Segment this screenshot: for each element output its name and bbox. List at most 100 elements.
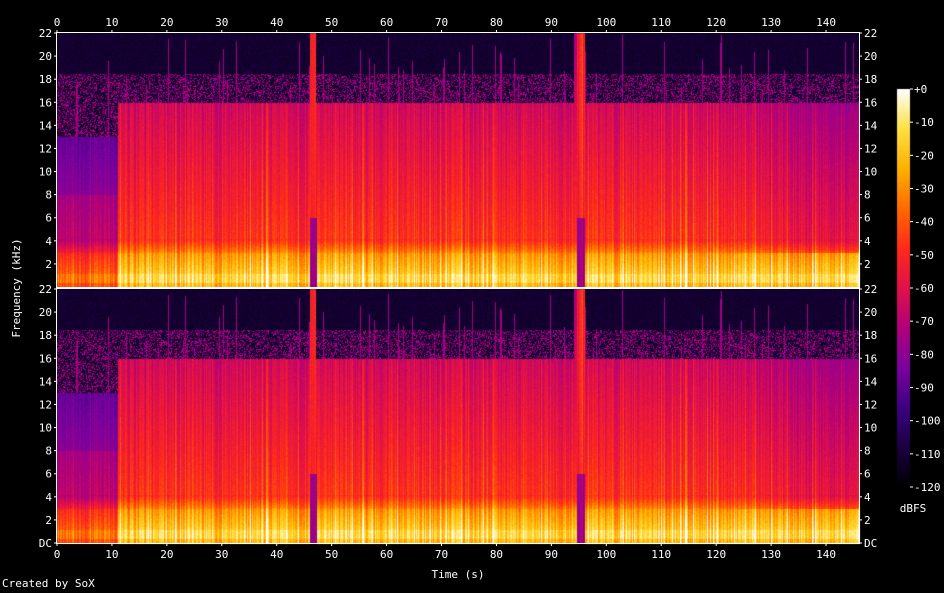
x-tick-label: 130 [761, 548, 781, 561]
x-tick-label: 10 [105, 548, 118, 561]
y-tick-label: DC [39, 537, 52, 550]
y-tick-label: 10 [39, 422, 52, 435]
x-tick-label: 140 [816, 548, 836, 561]
y-tick-label: 12 [864, 142, 877, 155]
y-tick-label: 14 [864, 119, 878, 132]
colorbar-tick-label: -50 [914, 249, 934, 262]
x-tick-label: 0 [54, 16, 61, 29]
bottom-x-ticks: 0 10 20 30 40 50 60 70 80 90 100 110 120 130 140 [54, 543, 836, 561]
y-tick-label: 18 [39, 329, 52, 342]
y-tick-label: 16 [39, 352, 52, 365]
y-tick-label: 14 [864, 375, 878, 388]
colorbar-tick-label: -10 [914, 116, 934, 129]
y-tick-label: 10 [864, 166, 877, 179]
y-tick-label: 22 [864, 27, 877, 40]
y-tick-label: 2 [45, 514, 52, 527]
y-axis-label: Frequency (kHz) [10, 238, 23, 337]
x-tick-label: 100 [596, 16, 616, 29]
channel-2-frame [56, 288, 860, 544]
x-tick-label: 120 [706, 548, 726, 561]
y-tick-label: 4 [45, 235, 52, 248]
x-tick-label: 80 [490, 16, 503, 29]
y-tick-label: 6 [864, 468, 871, 481]
y-tick-label: 2 [864, 258, 871, 271]
x-tick-label: 90 [545, 548, 558, 561]
y-tick-label: 20 [864, 306, 877, 319]
y-tick-label: 6 [864, 212, 871, 225]
colorbar-tick-label: -80 [914, 348, 934, 361]
x-tick-label: 140 [816, 16, 836, 29]
x-tick-label: 20 [160, 16, 173, 29]
x-tick-label: 100 [596, 548, 616, 561]
y-tick-label: 20 [864, 50, 877, 63]
colorbar-tick-label: -30 [914, 183, 934, 196]
x-tick-label: 40 [270, 548, 283, 561]
y-tick-label: DC [864, 537, 877, 550]
colorbar-tick-label: -70 [914, 315, 934, 328]
y-tick-label: 8 [864, 445, 871, 458]
x-tick-label: 60 [380, 16, 393, 29]
y-tick-label: 12 [39, 142, 52, 155]
y-tick-label: 4 [864, 491, 871, 504]
colorbar-tick-label: -100 [914, 415, 941, 428]
y-tick-label: 22 [39, 283, 52, 296]
x-tick-label: 30 [215, 16, 228, 29]
y-tick-label: 10 [864, 422, 877, 435]
colorbar-tick-label: -40 [914, 216, 934, 229]
colorbar-tick-label: -90 [914, 382, 934, 395]
x-tick-label: 30 [215, 548, 228, 561]
y-tick-label: 14 [39, 375, 53, 388]
y-tick-label: 16 [864, 96, 877, 109]
colorbar-tick-label: -20 [914, 149, 934, 162]
y-tick-label: 8 [45, 445, 52, 458]
y-tick-label: 8 [45, 189, 52, 202]
x-tick-label: 20 [160, 548, 173, 561]
x-tick-label: 10 [105, 16, 118, 29]
y-tick-label: 18 [864, 329, 877, 342]
x-tick-label: 110 [651, 548, 671, 561]
y-tick-label: 12 [864, 398, 877, 411]
y-tick-label: 4 [45, 491, 52, 504]
y-tick-label: 22 [39, 27, 52, 40]
y-tick-label: 16 [39, 96, 52, 109]
x-tick-label: 60 [380, 548, 393, 561]
y-tick-label: 18 [864, 73, 877, 86]
channel-1-frame [56, 32, 860, 288]
y-tick-label: 6 [45, 212, 52, 225]
y-tick-label: 6 [45, 468, 52, 481]
y-tick-label: 12 [39, 398, 52, 411]
y-tick-label: 18 [39, 73, 52, 86]
top-x-ticks: 0 10 20 30 40 50 60 70 80 90 100 110 120 130 140 [54, 16, 836, 33]
x-tick-label: 120 [706, 16, 726, 29]
x-tick-label: 0 [54, 548, 61, 561]
colorbar-ticks: +0 -10 -20 -30 -40 -50 -60 -70 -80 -90 -100 -110 -12… [910, 83, 941, 494]
x-tick-label: 50 [325, 16, 338, 29]
x-tick-label: 50 [325, 548, 338, 561]
x-tick-label: 130 [761, 16, 781, 29]
credit-text: Created by SoX [2, 577, 95, 590]
x-tick-label: 90 [545, 16, 558, 29]
x-tick-label: 80 [490, 548, 503, 561]
y-tick-label: 4 [864, 235, 871, 248]
y-tick-label: 22 [864, 283, 877, 296]
x-tick-label: 70 [435, 548, 448, 561]
y-tick-label: 16 [864, 352, 877, 365]
y-tick-label: 10 [39, 166, 52, 179]
y-tick-label: 8 [864, 189, 871, 202]
colorbar-tick-label: -120 [914, 481, 941, 494]
y-tick-label: 20 [39, 50, 52, 63]
y-tick-label: 2 [45, 258, 52, 271]
colorbar-label: dBFS [900, 502, 927, 515]
y-tick-label: 2 [864, 514, 871, 527]
colorbar-tick-label: +0 [914, 83, 927, 96]
y-tick-label: 14 [39, 119, 53, 132]
colorbar-tick-label: -60 [914, 282, 934, 295]
x-axis-label: Time (s) [432, 568, 485, 581]
x-tick-label: 70 [435, 16, 448, 29]
x-tick-label: 40 [270, 16, 283, 29]
y-tick-label: 20 [39, 306, 52, 319]
